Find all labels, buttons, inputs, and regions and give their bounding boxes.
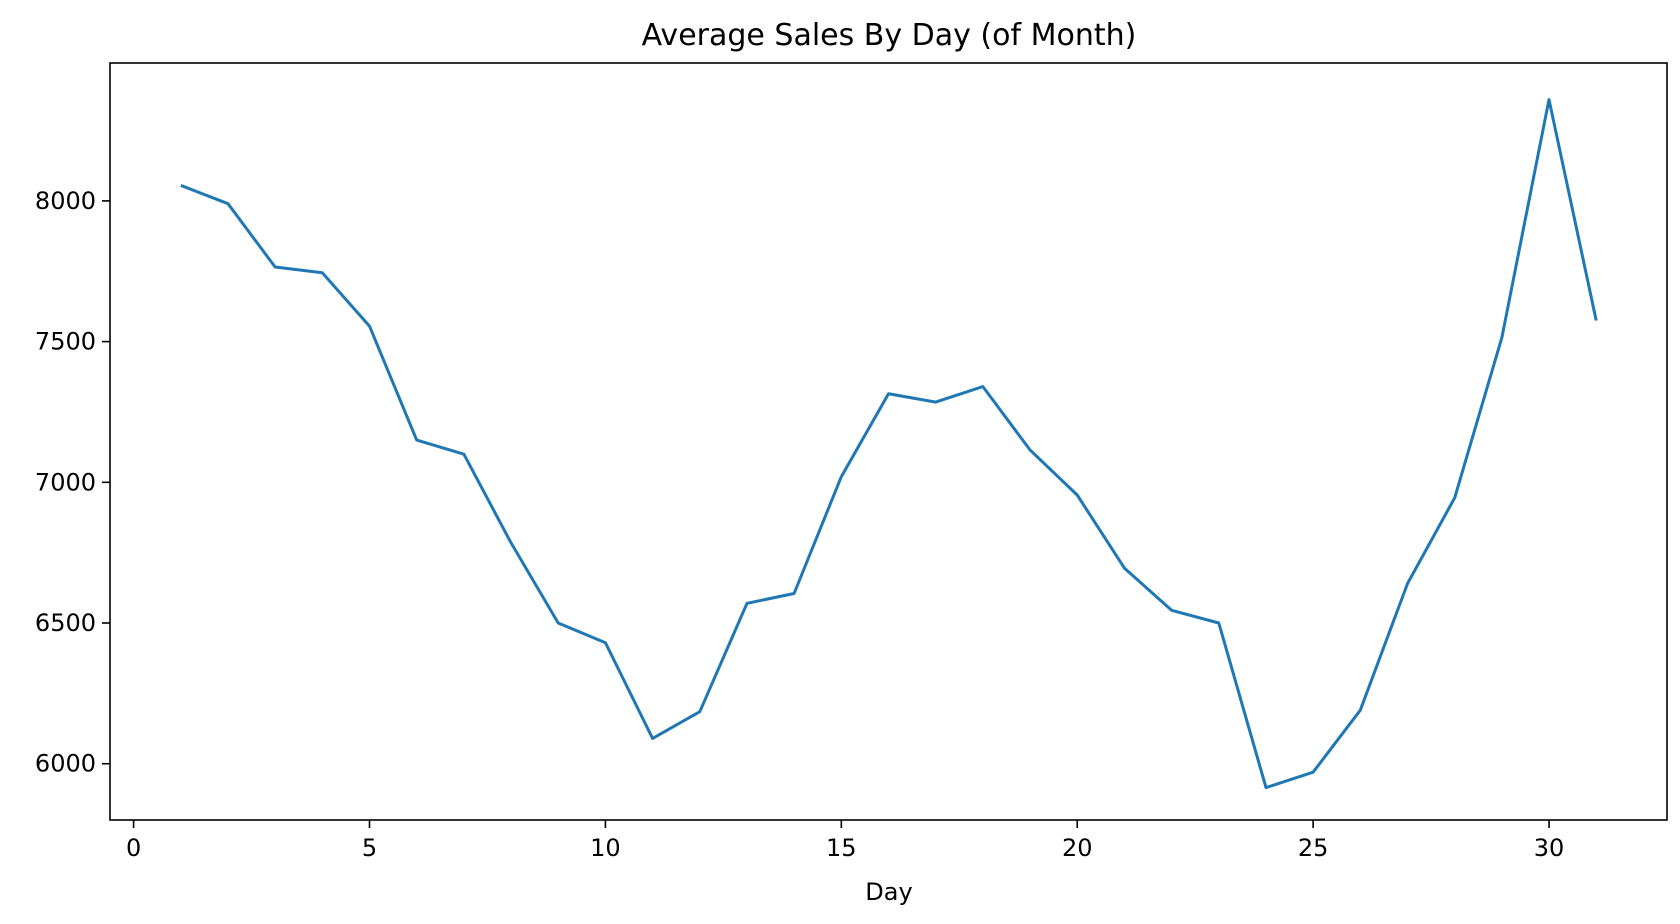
- x-axis-label: Day: [865, 878, 912, 906]
- y-tick-label: 6500: [35, 609, 96, 637]
- plot-area: [180, 98, 1598, 790]
- x-tick-label: 0: [126, 834, 141, 862]
- x-tick-label: 30: [1534, 834, 1565, 862]
- x-tick-label: 5: [362, 834, 377, 862]
- x-tick-label: 15: [826, 834, 857, 862]
- y-tick-label: 8000: [35, 187, 96, 215]
- x-tick-label: 10: [590, 834, 621, 862]
- y-axis: 6000 6500 7000 7500 8000: [35, 187, 110, 778]
- y-tick-label: 7500: [35, 328, 96, 356]
- y-tick-label: 6000: [35, 750, 96, 778]
- chart-title: Average Sales By Day (of Month): [642, 18, 1137, 53]
- series-line: [180, 98, 1598, 790]
- y-tick-label: 7000: [35, 468, 96, 496]
- x-axis: 0 5 10 15 20 25 30: [126, 820, 1564, 862]
- x-tick-label: 25: [1298, 834, 1329, 862]
- plot-frame: [109, 62, 1668, 821]
- x-tick-label: 20: [1062, 834, 1093, 862]
